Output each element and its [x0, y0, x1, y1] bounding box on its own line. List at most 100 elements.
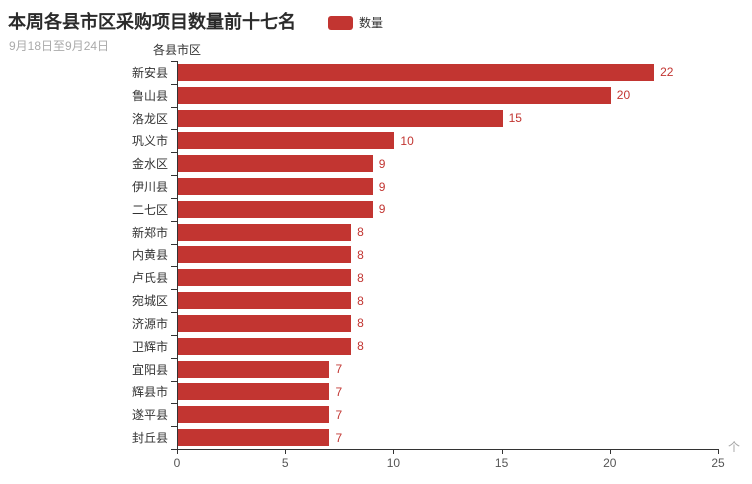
bar-value-label: 7 — [335, 362, 343, 377]
y-axis-tick — [171, 380, 177, 382]
bar-row: 内黄县 8 — [132, 244, 718, 267]
y-axis-label: 辉县市 — [131, 385, 168, 400]
legend-item-quantity[interactable]: 数量 — [328, 14, 383, 31]
bar-row: 遂平县 7 — [132, 403, 718, 426]
bar-row: 济源市 8 — [132, 312, 718, 335]
bar[interactable] — [178, 360, 330, 378]
bar[interactable] — [178, 63, 655, 81]
y-axis-label: 新安县 — [131, 65, 168, 80]
bar-row: 鲁山县 20 — [132, 84, 718, 107]
y-axis-tick — [171, 243, 177, 245]
bar-row: 宛城区 8 — [132, 289, 718, 312]
bar[interactable] — [178, 383, 330, 401]
bar-row: 宜阳县 7 — [132, 358, 718, 381]
bar-row: 金水区 9 — [132, 152, 718, 175]
y-axis-label: 巩义市 — [131, 134, 168, 149]
bar-value-label: 8 — [357, 339, 364, 354]
bar-row: 封丘县 7 — [132, 426, 718, 449]
y-axis-label: 济源市 — [131, 316, 168, 331]
bar[interactable] — [178, 292, 352, 310]
y-axis-label: 内黄县 — [131, 248, 168, 263]
x-axis-tick-label: 5 — [281, 456, 289, 470]
x-axis-tick — [285, 449, 287, 454]
y-axis-label: 封丘县 — [131, 431, 168, 446]
x-axis-tick — [177, 449, 178, 454]
x-axis-tick-label: 0 — [173, 456, 181, 470]
y-axis-label: 伊川县 — [131, 180, 168, 195]
y-axis-tick — [171, 106, 177, 108]
bar-value-label: 22 — [660, 65, 674, 80]
bar-value-label: 8 — [357, 293, 364, 308]
y-axis-tick — [171, 312, 177, 314]
y-axis-label: 遂平县 — [131, 408, 168, 423]
x-axis-tick-label: 15 — [494, 456, 509, 470]
x-axis-tick-label: 20 — [603, 456, 617, 470]
bar-row: 新郑市 8 — [132, 221, 718, 244]
y-axis-line — [177, 61, 178, 449]
bar[interactable] — [178, 223, 352, 241]
plot-area: 新安县 22 鲁山县 20 洛龙区 15 巩义市 10 金水区 9 伊川县 9 二七区 9 新郑市 8 内黄县 8… — [132, 61, 725, 470]
bar-value-label: 8 — [357, 270, 364, 285]
bar-value-label: 8 — [357, 247, 364, 262]
bar-row: 洛龙区 15 — [132, 107, 718, 130]
bar[interactable] — [178, 406, 330, 424]
bar-row: 新安县 22 — [132, 61, 718, 84]
x-axis-tick-label: 25 — [711, 456, 725, 470]
y-axis-tick — [171, 83, 177, 85]
y-axis-tick — [171, 61, 177, 62]
y-axis-label: 鲁山县 — [131, 88, 168, 103]
y-axis-tick — [171, 152, 177, 154]
y-axis-tick — [171, 197, 177, 199]
y-axis-name: 各县市区 — [152, 43, 201, 57]
x-axis-tick — [609, 449, 611, 454]
bar-value-label: 10 — [400, 133, 414, 148]
y-axis-label: 卫辉市 — [131, 339, 168, 354]
bar-value-label: 7 — [335, 384, 343, 399]
chart-subtitle: 9月18日至9月24日 — [9, 39, 110, 53]
bar[interactable] — [178, 132, 395, 150]
x-axis-tick — [501, 449, 503, 454]
bar-value-label: 8 — [357, 316, 364, 331]
y-axis-tick — [171, 334, 177, 336]
y-axis-label: 新郑市 — [131, 225, 168, 240]
bar[interactable] — [178, 109, 503, 127]
y-axis-tick — [171, 357, 177, 359]
x-axis-tick — [393, 449, 395, 454]
bar-value-label: 9 — [378, 179, 386, 194]
y-axis-tick — [171, 129, 177, 131]
y-axis-tick — [171, 220, 177, 222]
bar-row: 卢氏县 8 — [132, 266, 718, 289]
bar-value-label: 9 — [378, 156, 386, 171]
y-axis-tick — [171, 426, 177, 428]
bar[interactable] — [178, 178, 373, 196]
bar-row: 伊川县 9 — [132, 175, 718, 198]
y-axis-label: 宜阳县 — [131, 362, 168, 377]
bar[interactable] — [178, 200, 373, 218]
bar-row: 辉县市 7 — [132, 381, 718, 404]
bar[interactable] — [178, 314, 352, 332]
y-axis-tick — [171, 403, 177, 405]
bar-value-label: 15 — [508, 111, 522, 126]
x-axis-line — [177, 449, 718, 450]
bar-value-label: 7 — [335, 407, 343, 422]
y-axis-tick — [171, 289, 177, 291]
chart-title: 本周各县市区采购项目数量前十七名 — [8, 12, 296, 32]
bar-value-label: 7 — [335, 430, 343, 445]
y-axis-label: 卢氏县 — [131, 271, 168, 286]
bar-value-label: 8 — [357, 225, 364, 240]
y-axis-label: 二七区 — [131, 202, 168, 217]
bar-row: 巩义市 10 — [132, 129, 718, 152]
bar[interactable] — [178, 246, 352, 264]
x-axis-tick-label: 10 — [386, 456, 401, 470]
y-axis-tick — [171, 449, 177, 450]
bar-row: 卫辉市 8 — [132, 335, 718, 358]
legend-label: 数量 — [359, 16, 384, 30]
y-axis-label: 洛龙区 — [131, 111, 168, 126]
bar[interactable] — [178, 429, 330, 447]
bar-value-label: 9 — [378, 202, 386, 217]
bar[interactable] — [178, 337, 352, 355]
bar[interactable] — [178, 86, 611, 104]
bar[interactable] — [178, 269, 352, 287]
bar[interactable] — [178, 155, 373, 173]
